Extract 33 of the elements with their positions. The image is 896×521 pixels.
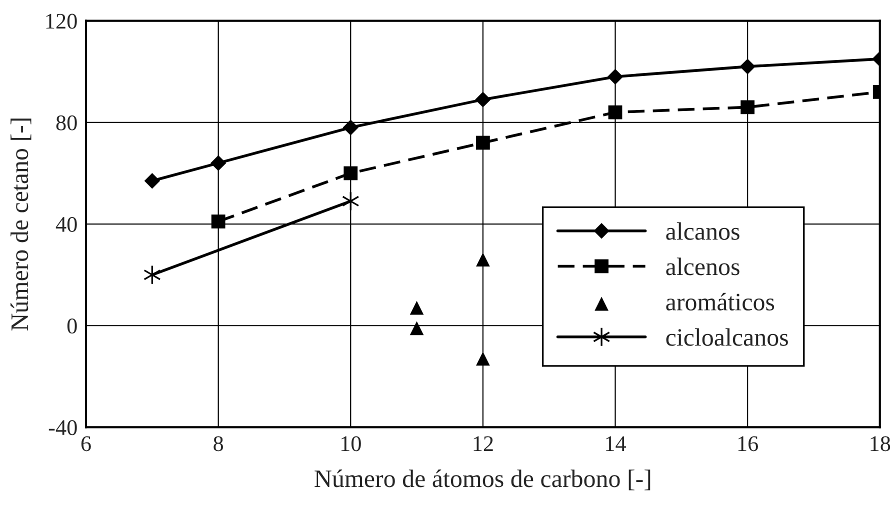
point	[410, 321, 424, 336]
x-tick-label: 18	[870, 436, 890, 452]
x-tick-label: 6	[81, 436, 91, 452]
point	[740, 100, 755, 114]
x-axis-title: Número de átomos de carbono [-]	[314, 470, 650, 490]
y-axis-title: Número de cetano [-]	[10, 118, 32, 331]
x-tick-label: 12	[474, 436, 493, 451]
point	[210, 155, 226, 171]
legend-label: alcenos	[666, 258, 740, 276]
point	[211, 214, 226, 228]
point	[475, 92, 491, 108]
point	[607, 68, 624, 85]
legend-label: cicloalcanos	[666, 328, 788, 346]
x-tick-label: 16	[738, 436, 758, 452]
y-tick-label: 120	[46, 14, 77, 29]
point	[344, 166, 358, 180]
point	[476, 352, 490, 366]
legend-label: aromáticos	[666, 292, 774, 311]
point	[608, 105, 622, 120]
y-tick-label: 0	[67, 318, 77, 334]
point	[740, 58, 756, 74]
x-tick-label: 8	[214, 436, 224, 452]
y-tick-label: 40	[56, 216, 77, 232]
x-tick-label: 10	[341, 436, 361, 452]
point	[410, 300, 424, 315]
legend-label: alcanos	[666, 222, 740, 240]
x-tick-label: 14	[606, 436, 626, 451]
point	[144, 172, 160, 189]
point	[342, 120, 358, 136]
y-tick-label: 80	[56, 115, 77, 130]
point	[476, 136, 490, 150]
point	[476, 252, 490, 267]
y-tick-label: -40	[48, 420, 77, 436]
